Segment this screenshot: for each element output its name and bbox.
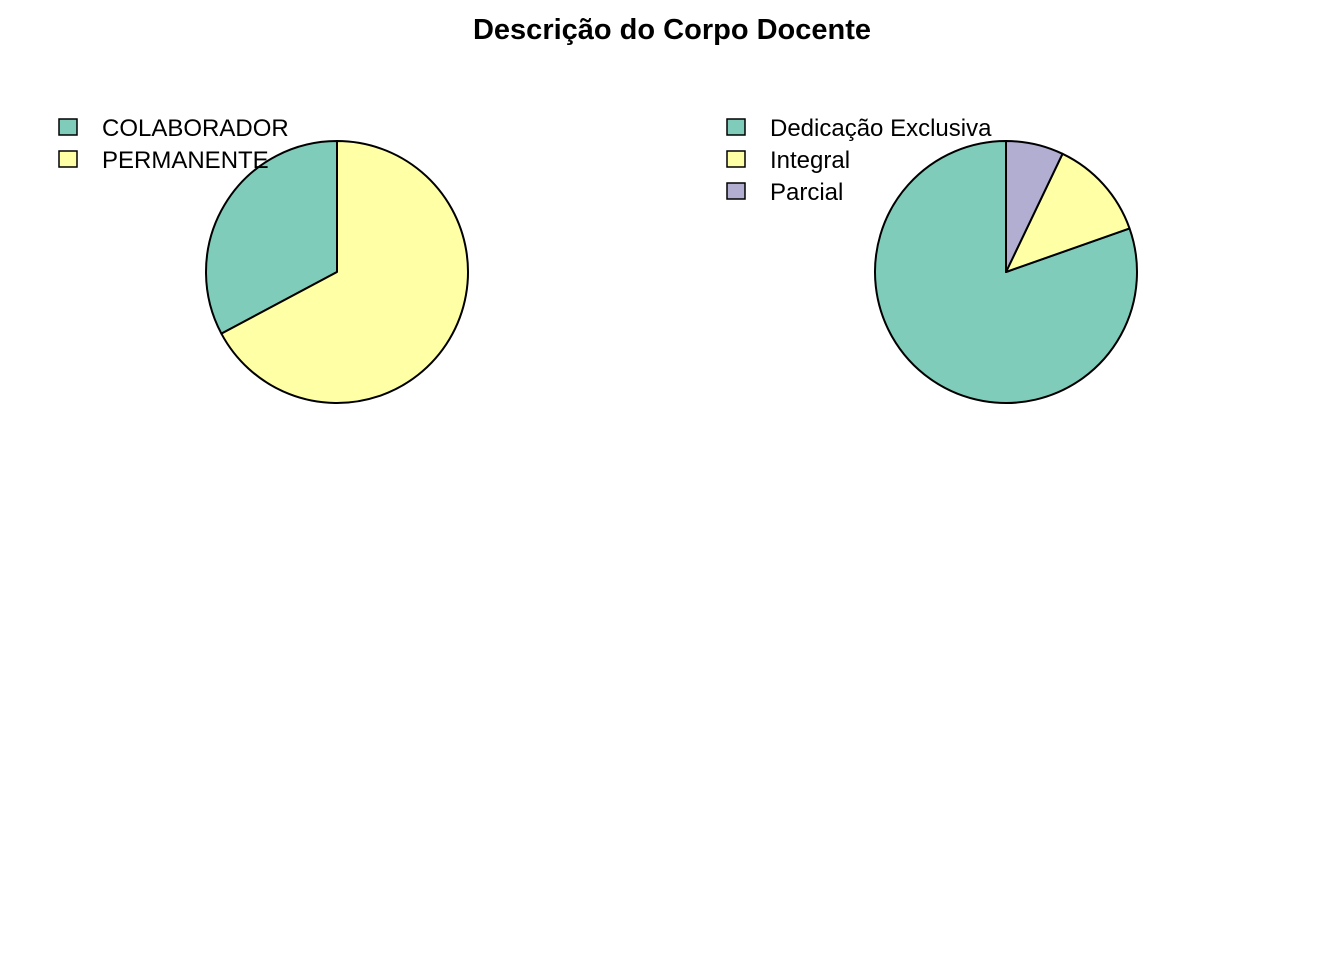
legend-swatch-dedicacao-exclusiva — [726, 118, 746, 136]
pie-slice-permanente — [220, 140, 469, 404]
page-title: Descrição do Corpo Docente — [472, 14, 872, 46]
pie-chart-work-regime — [874, 140, 1138, 404]
legend-swatch-integral — [726, 150, 746, 168]
legend-label-integral: Integral — [770, 147, 850, 174]
legend-work-regime: Dedicação Exclusiva Integral Parcial — [726, 115, 992, 206]
pie-slice-integral — [1005, 152, 1131, 273]
legend-faculty-category: COLABORADOR PERMANENTE — [58, 115, 289, 174]
legend-swatch-parcial — [726, 182, 746, 200]
pie-slice-parcial — [1005, 140, 1064, 273]
pie-slice-colaborador — [205, 140, 338, 335]
legend-swatch-colaborador — [58, 118, 78, 136]
legend-label-colaborador: COLABORADOR — [102, 115, 289, 142]
legend-label-dedicacao-exclusiva: Dedicação Exclusiva — [770, 115, 992, 142]
legend-label-permanente: PERMANENTE — [102, 147, 269, 174]
legend-label-parcial: Parcial — [770, 179, 843, 206]
pie-chart-faculty-category — [205, 140, 469, 404]
legend-swatch-permanente — [58, 150, 78, 168]
